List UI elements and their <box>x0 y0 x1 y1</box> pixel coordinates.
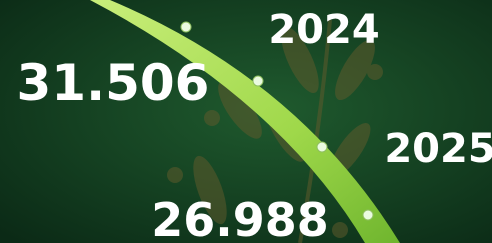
page: 2024 31.506 2025 26.988 (() => { const d… <box>0 0 492 243</box>
year-label: 2025 <box>384 126 492 172</box>
year-label: 2024 <box>268 7 379 53</box>
infographic: 2024 31.506 2025 26.988 <box>0 0 492 243</box>
value-label: 31.506 <box>17 54 210 112</box>
value-label: 26.988 <box>151 193 329 243</box>
